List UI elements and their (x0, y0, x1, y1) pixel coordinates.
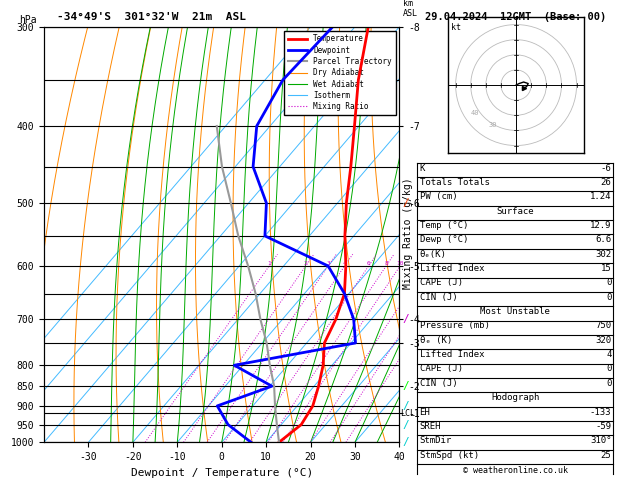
Text: StmSpd (kt): StmSpd (kt) (420, 451, 479, 460)
Text: Hodograph: Hodograph (491, 393, 539, 402)
Text: -34°49'S  301°32'W  21m  ASL: -34°49'S 301°32'W 21m ASL (57, 12, 245, 22)
Text: /: / (403, 198, 409, 208)
Text: LCL: LCL (401, 409, 416, 418)
Text: 3: 3 (326, 261, 330, 266)
Text: Lifted Index: Lifted Index (420, 350, 484, 359)
X-axis label: Dewpoint / Temperature (°C): Dewpoint / Temperature (°C) (131, 468, 313, 478)
Text: 0: 0 (606, 293, 611, 302)
Text: 302: 302 (595, 250, 611, 259)
Text: 0: 0 (606, 278, 611, 288)
Text: 40: 40 (470, 110, 479, 116)
Text: 30: 30 (489, 122, 498, 128)
Text: 8: 8 (384, 261, 388, 266)
Text: km
ASL: km ASL (403, 0, 418, 18)
Text: 1: 1 (267, 261, 271, 266)
Text: Lifted Index: Lifted Index (420, 264, 484, 273)
Text: StmDir: StmDir (420, 436, 452, 445)
Text: /: / (403, 314, 409, 324)
Text: θₑ(K): θₑ(K) (420, 250, 447, 259)
Text: 10: 10 (396, 261, 404, 266)
Text: 4: 4 (343, 261, 347, 266)
Text: 0: 0 (606, 379, 611, 388)
Text: 15: 15 (601, 264, 611, 273)
Text: CIN (J): CIN (J) (420, 379, 457, 388)
Text: Temp (°C): Temp (°C) (420, 221, 468, 230)
Text: 320: 320 (595, 336, 611, 345)
Text: θₑ (K): θₑ (K) (420, 336, 452, 345)
Text: 25: 25 (601, 451, 611, 460)
Text: 26: 26 (601, 178, 611, 187)
Text: kt: kt (451, 23, 461, 32)
Text: PW (cm): PW (cm) (420, 192, 457, 202)
Text: K: K (420, 164, 425, 173)
Text: 29.04.2024  12GMT  (Base: 00): 29.04.2024 12GMT (Base: 00) (425, 12, 606, 22)
Text: SREH: SREH (420, 422, 441, 431)
Text: 4: 4 (606, 350, 611, 359)
Text: Surface: Surface (496, 207, 534, 216)
Text: Pressure (mb): Pressure (mb) (420, 321, 489, 330)
Text: 6: 6 (367, 261, 370, 266)
Text: -6: -6 (601, 164, 611, 173)
Text: Totals Totals: Totals Totals (420, 178, 489, 187)
Text: 310°: 310° (590, 436, 611, 445)
Text: -133: -133 (590, 407, 611, 417)
Text: 6.6: 6.6 (595, 235, 611, 244)
Text: 1.24: 1.24 (590, 192, 611, 202)
Text: /: / (403, 437, 409, 447)
Text: CIN (J): CIN (J) (420, 293, 457, 302)
Text: /: / (403, 401, 409, 411)
Text: 0: 0 (606, 364, 611, 374)
Text: /: / (403, 419, 409, 430)
Text: -59: -59 (595, 422, 611, 431)
Text: 2: 2 (304, 261, 308, 266)
Text: EH: EH (420, 407, 430, 417)
Text: hPa: hPa (19, 15, 36, 25)
Text: 12.9: 12.9 (590, 221, 611, 230)
Text: Most Unstable: Most Unstable (480, 307, 550, 316)
Text: /: / (403, 381, 409, 391)
Text: Mixing Ratio (g/kg): Mixing Ratio (g/kg) (403, 177, 413, 289)
Text: Dewp (°C): Dewp (°C) (420, 235, 468, 244)
Legend: Temperature, Dewpoint, Parcel Trajectory, Dry Adiabat, Wet Adiabat, Isotherm, Mi: Temperature, Dewpoint, Parcel Trajectory… (284, 31, 396, 115)
Text: CAPE (J): CAPE (J) (420, 364, 462, 374)
Text: © weatheronline.co.uk: © weatheronline.co.uk (463, 466, 567, 475)
Text: 750: 750 (595, 321, 611, 330)
Text: CAPE (J): CAPE (J) (420, 278, 462, 288)
